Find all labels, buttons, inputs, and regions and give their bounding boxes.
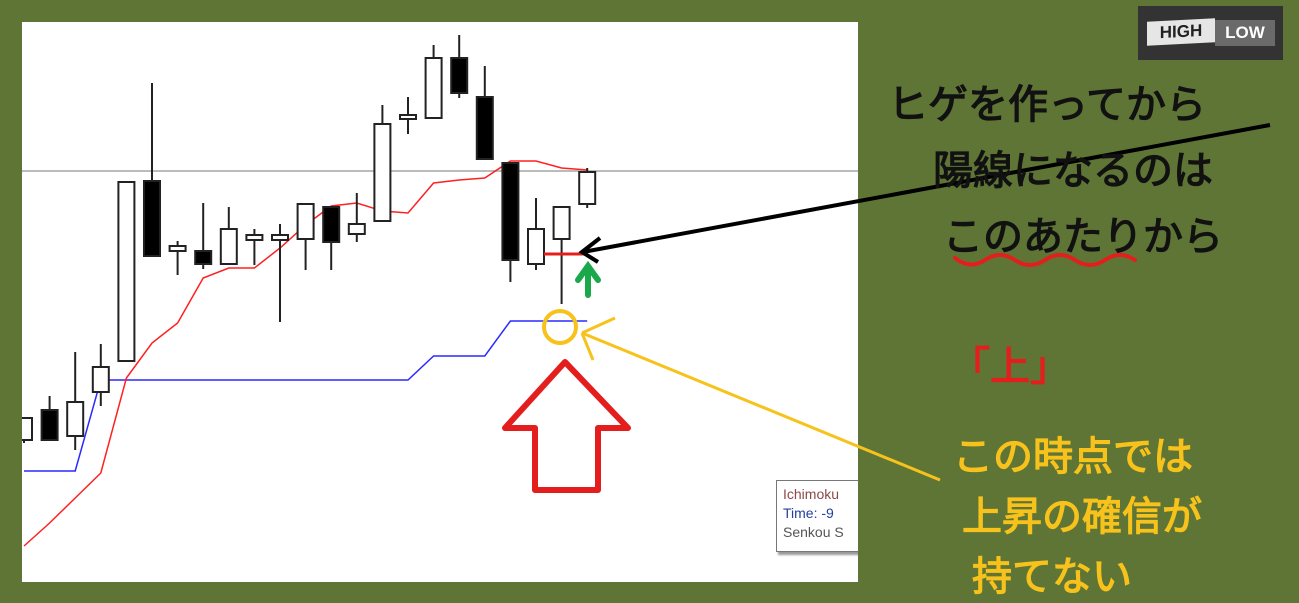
- bearish-candle: [194, 250, 213, 265]
- bullish-candle: [117, 181, 136, 362]
- bullish-candle: [347, 223, 366, 235]
- bullish-candle: [424, 57, 443, 119]
- green-up-arrow-icon: [575, 260, 601, 298]
- line-3-rest: から: [1143, 214, 1223, 260]
- bearish-candle: [322, 206, 341, 243]
- tooltip-line-3: Senkou S: [783, 524, 844, 540]
- bullish-candle: [399, 114, 417, 120]
- bullish-candle: [552, 206, 571, 240]
- indicator-tooltip: Ichimoku Time: -9 Senkou S: [776, 480, 858, 552]
- underlined-text: このあたり: [943, 214, 1143, 260]
- note-line-3: 持てない: [972, 554, 1132, 600]
- bullish-candle: [22, 417, 33, 441]
- red-up-arrow-icon: [502, 359, 631, 493]
- yellow-pointer: [580, 316, 941, 482]
- highlow-logo: HIGH LOW: [1138, 6, 1283, 60]
- tooltip-line-2: Time: -9: [783, 505, 834, 521]
- annotation-line-3: このあたりから: [943, 204, 1223, 262]
- annotation-line-1: ヒゲを作ってから: [888, 82, 1206, 128]
- price-chart: Ichimoku Time: -9 Senkou S: [22, 22, 858, 582]
- candlestick-chart: [22, 35, 858, 547]
- bullish-candle: [527, 228, 545, 265]
- senkou-line: [24, 320, 588, 472]
- note-line-1: この時点では: [953, 434, 1193, 480]
- bullish-candle: [91, 366, 110, 393]
- bullish-candle: [296, 203, 315, 240]
- bearish-candle: [143, 180, 161, 257]
- bearish-candle: [501, 162, 520, 261]
- bearish-candle: [40, 409, 59, 441]
- bullish-candle: [245, 234, 264, 241]
- bearish-candle: [450, 57, 469, 94]
- bullish-candle: [219, 228, 238, 265]
- bullish-candle: [168, 245, 187, 252]
- bullish-candle: [271, 234, 289, 241]
- annotation-line-2: 陽線になるのは: [933, 148, 1213, 194]
- tooltip-line-1: Ichimoku: [783, 486, 840, 502]
- bearish-candle: [475, 96, 494, 160]
- wick-highlight-circle: [542, 309, 578, 345]
- note-line-2: 上昇の確信が: [962, 494, 1202, 540]
- logo-low: LOW: [1215, 20, 1275, 46]
- black-arrow: [578, 123, 1271, 264]
- bullish-candle: [578, 171, 597, 205]
- signal-label: 「上」: [950, 344, 1070, 390]
- bullish-candle: [373, 123, 392, 222]
- red-wavy-underline: [953, 253, 1137, 267]
- bullish-candle: [66, 401, 85, 437]
